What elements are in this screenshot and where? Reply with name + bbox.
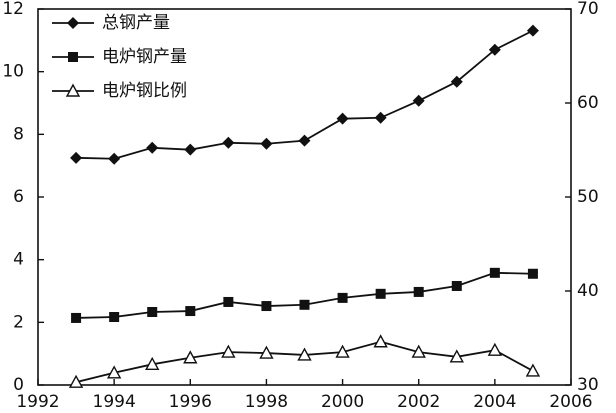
marker — [260, 137, 273, 150]
marker — [450, 75, 463, 88]
marker — [222, 136, 235, 149]
marker — [146, 141, 159, 154]
marker — [109, 312, 120, 323]
x-tick-label: 1992 — [16, 392, 59, 412]
marker — [488, 43, 501, 56]
marker — [374, 111, 387, 124]
y-tick-label: 8 — [13, 124, 24, 144]
marker — [411, 344, 426, 358]
marker — [489, 267, 500, 278]
marker — [375, 288, 386, 299]
y-tick-label: 6 — [13, 187, 24, 207]
x-tick-label: 1994 — [93, 392, 136, 412]
series-line — [76, 271, 533, 319]
marker — [68, 52, 78, 62]
marker — [261, 301, 272, 312]
marker — [70, 151, 83, 164]
marker — [451, 280, 462, 291]
y-tick-label: 10 — [2, 62, 24, 82]
legend-label: 电炉钢比例 — [102, 81, 187, 101]
marker — [487, 342, 503, 356]
y2-tick-label: 70 — [577, 0, 599, 19]
marker — [413, 286, 424, 297]
marker — [299, 299, 310, 310]
marker — [184, 143, 197, 156]
x-tick-label: 2000 — [321, 392, 364, 412]
marker — [71, 312, 82, 323]
x-tick-label: 2006 — [549, 392, 592, 412]
marker — [525, 363, 541, 377]
marker — [183, 350, 198, 364]
marker — [221, 344, 236, 358]
marker — [527, 268, 538, 279]
marker — [223, 296, 234, 307]
x-tick-label: 1998 — [245, 392, 288, 412]
x-tick-label: 2002 — [397, 392, 440, 412]
x-tick-label: 1996 — [169, 392, 212, 412]
y2-tick-label: 60 — [577, 93, 599, 113]
marker — [412, 94, 425, 107]
marker — [108, 152, 121, 165]
y-tick-label: 12 — [2, 0, 24, 19]
marker — [373, 334, 388, 348]
marker — [147, 306, 158, 317]
marker — [335, 344, 350, 358]
marker — [145, 356, 160, 371]
marker — [336, 112, 349, 125]
legend-label: 电炉钢产量 — [102, 47, 187, 67]
marker — [65, 83, 81, 97]
y-tick-label: 2 — [13, 312, 24, 332]
y2-tick-label: 40 — [577, 281, 599, 301]
y2-tick-label: 30 — [577, 375, 599, 395]
marker — [526, 24, 539, 37]
marker — [297, 347, 312, 361]
marker — [298, 134, 311, 147]
marker — [185, 306, 196, 317]
marker — [106, 365, 122, 379]
marker — [449, 349, 464, 363]
y-tick-label: 4 — [13, 250, 24, 270]
marker — [337, 292, 348, 303]
legend-label: 总钢产量 — [102, 13, 170, 33]
marker — [67, 17, 79, 29]
x-tick-label: 2004 — [473, 392, 516, 412]
y-tick-label: 0 — [13, 375, 24, 395]
y2-tick-label: 50 — [577, 187, 599, 207]
marker — [68, 374, 84, 388]
marker — [259, 345, 274, 359]
